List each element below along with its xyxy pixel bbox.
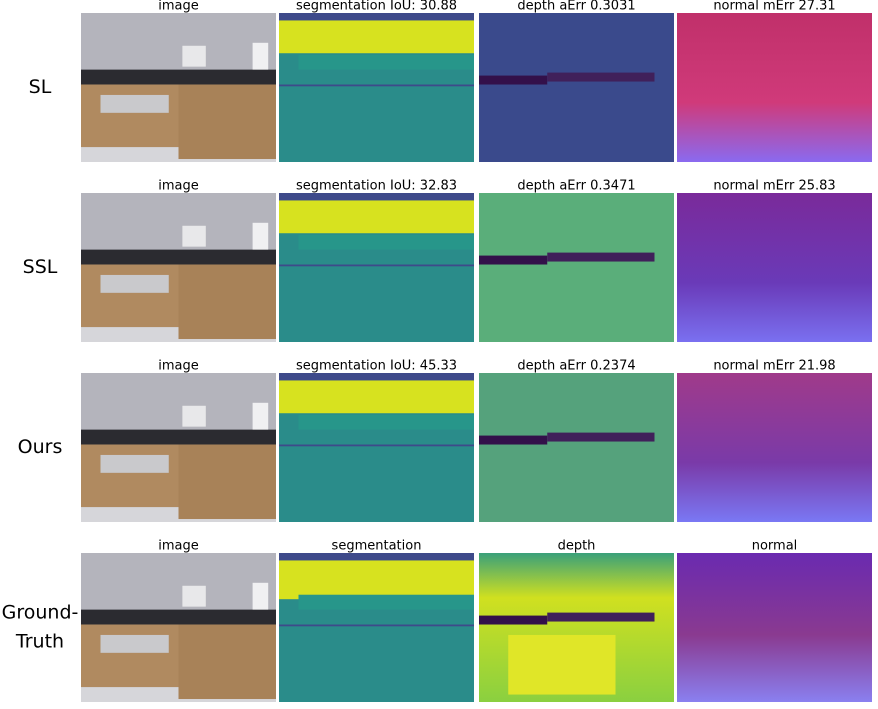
panel-region xyxy=(298,234,474,250)
panel-region xyxy=(279,20,474,54)
panel-title: image xyxy=(158,539,199,554)
panel-region xyxy=(279,624,474,627)
panel-region xyxy=(677,373,872,522)
panel-title: segmentation xyxy=(332,539,422,554)
panel-region xyxy=(81,13,276,73)
panel-region xyxy=(547,72,655,82)
panel-title: image xyxy=(158,179,199,194)
panel-title: segmentation IoU: 30.88 xyxy=(296,0,457,14)
panel-image xyxy=(677,13,872,162)
panel-region xyxy=(279,553,474,561)
panel-region xyxy=(298,54,474,70)
panel-title: depth aErr 0.3471 xyxy=(517,179,635,194)
panel-region xyxy=(479,435,548,445)
panel-region xyxy=(279,380,474,414)
panel-region xyxy=(677,193,872,342)
panel-region xyxy=(547,252,655,262)
panel-region xyxy=(252,402,269,430)
panel-region xyxy=(81,624,179,688)
panel-region xyxy=(252,222,269,250)
panel-region xyxy=(178,84,276,160)
panel-region xyxy=(81,373,276,433)
panel-region xyxy=(182,45,206,67)
panel-region xyxy=(279,200,474,234)
panel-region xyxy=(182,225,206,247)
panel-region xyxy=(479,373,674,522)
panel-title: segmentation IoU: 32.83 xyxy=(296,179,457,194)
row-label: Truth xyxy=(15,631,64,653)
panel-image xyxy=(279,553,474,702)
panel-region xyxy=(279,560,474,600)
panel-image xyxy=(677,193,872,342)
panel-region xyxy=(677,13,872,162)
panel-region xyxy=(81,429,276,445)
panel-region xyxy=(479,255,548,265)
panel-region xyxy=(81,264,179,328)
panel-image xyxy=(677,553,872,702)
panel-image xyxy=(677,373,872,522)
panel-image xyxy=(479,553,674,702)
panel-region xyxy=(279,444,474,447)
panel-region xyxy=(178,264,276,340)
panel-region xyxy=(81,553,276,613)
panel-title: normal mErr 25.83 xyxy=(713,179,835,194)
panel-title: segmentation IoU: 45.33 xyxy=(296,359,457,374)
panel-region xyxy=(178,444,276,520)
row-label: SL xyxy=(29,76,52,98)
panel-image xyxy=(279,373,474,522)
panel-title: depth aErr 0.2374 xyxy=(517,359,635,374)
panel-title: image xyxy=(158,359,199,374)
panel-title: normal mErr 27.31 xyxy=(713,0,835,14)
panel-region xyxy=(279,13,474,21)
panel-image xyxy=(479,193,674,342)
row-label: Ours xyxy=(18,436,63,458)
panel-region xyxy=(547,432,655,442)
panel-image xyxy=(81,553,276,702)
panel-region xyxy=(298,414,474,430)
panel-image xyxy=(279,13,474,162)
panel-region xyxy=(677,553,872,702)
panel-region xyxy=(81,249,276,265)
panel-image xyxy=(81,13,276,162)
panel-title: depth xyxy=(558,539,596,554)
panel-region xyxy=(508,634,616,695)
panel-region xyxy=(81,444,179,508)
panel-image xyxy=(81,193,276,342)
panel-region xyxy=(279,264,474,267)
panel-region xyxy=(298,594,474,610)
panel-region xyxy=(81,193,276,253)
panel-title: normal mErr 21.98 xyxy=(713,359,835,374)
panel-region xyxy=(279,373,474,381)
panel-region xyxy=(182,585,206,607)
panel-region xyxy=(100,634,169,653)
panel-title: normal xyxy=(752,539,798,554)
panel-region xyxy=(479,615,548,625)
panel-region xyxy=(100,274,169,293)
row-label: SSL xyxy=(23,256,58,278)
row-label: Ground- xyxy=(2,602,79,624)
panel-image xyxy=(279,193,474,342)
panel-region xyxy=(252,42,269,70)
panel-region xyxy=(81,609,276,625)
panel-region xyxy=(479,193,674,342)
panel-region xyxy=(279,84,474,87)
panel-region xyxy=(178,624,276,700)
panel-region xyxy=(279,193,474,201)
panel-region xyxy=(479,13,674,162)
panel-region xyxy=(100,94,169,113)
panel-image xyxy=(81,373,276,522)
panel-image xyxy=(479,373,674,522)
panel-region xyxy=(182,405,206,427)
panel-region xyxy=(479,75,548,85)
panel-title: image xyxy=(158,0,199,14)
panel-region xyxy=(547,612,655,622)
panel-region xyxy=(252,582,269,610)
panel-region xyxy=(81,84,179,148)
panel-title: depth aErr 0.3031 xyxy=(517,0,635,14)
panel-region xyxy=(100,454,169,473)
panel-region xyxy=(81,69,276,85)
panel-image xyxy=(479,13,674,162)
